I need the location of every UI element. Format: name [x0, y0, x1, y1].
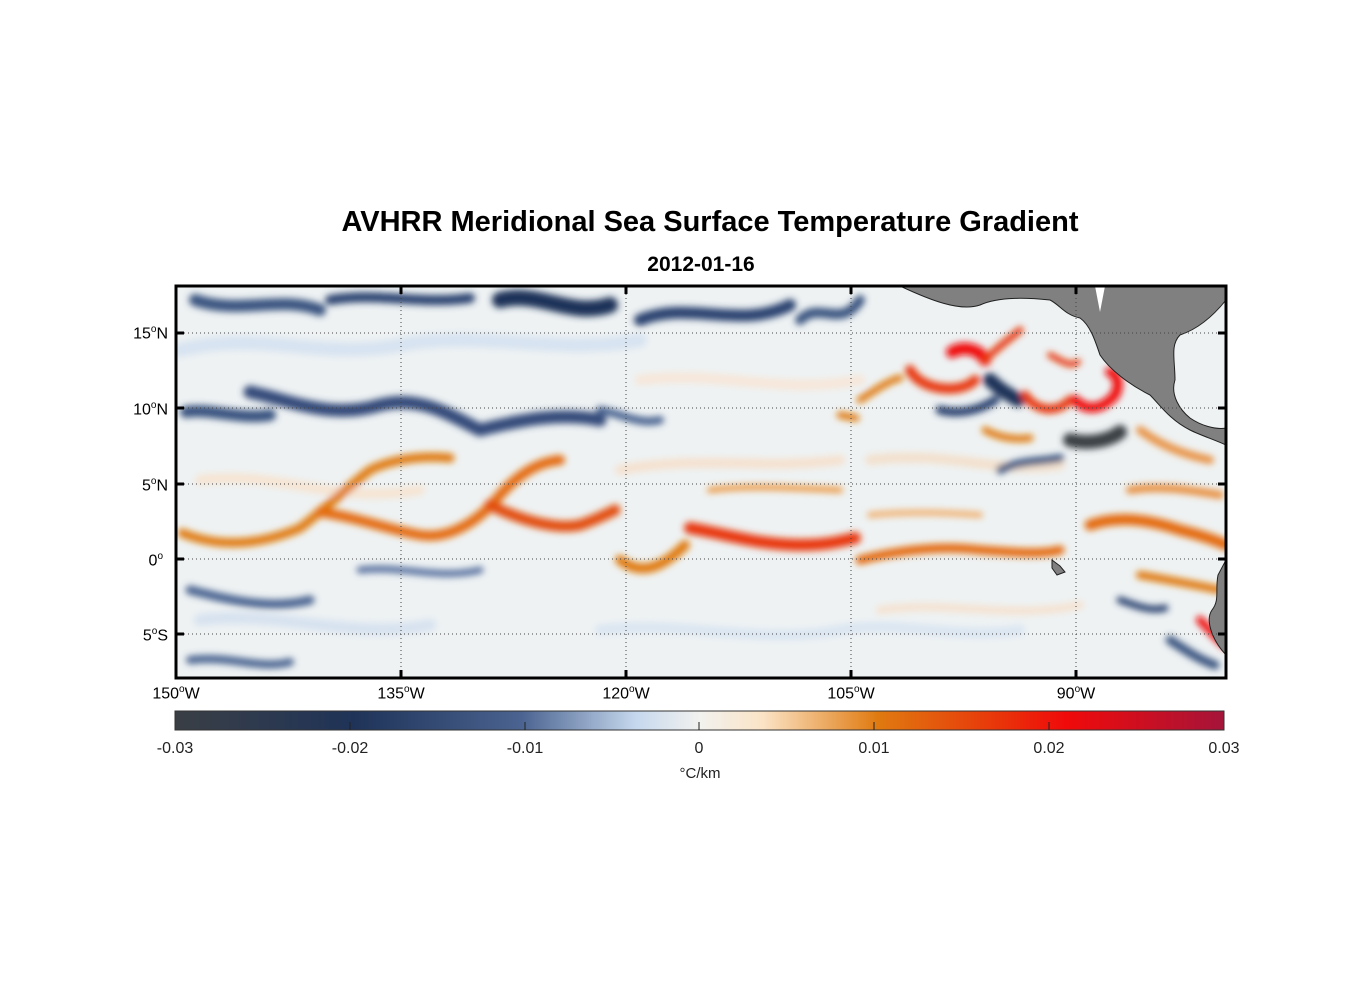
colorbar-tick-label: 0.03	[1208, 740, 1240, 757]
colorbar-unit: °C/km	[679, 765, 721, 782]
lat-label-5s: 5oS	[142, 626, 168, 645]
gradient-field	[176, 286, 1226, 670]
colorbar-tick-label: -0.01	[506, 740, 544, 757]
map-date: 2012-01-16	[647, 253, 755, 276]
colorbar-tick-label: 0	[694, 740, 704, 757]
lon-label-120w: 120oW	[602, 684, 650, 703]
map-frame	[174, 284, 1228, 680]
lon-label-105w: 105oW	[827, 684, 875, 703]
colorbar-tick-label: -0.03	[156, 740, 194, 757]
colorbar-tick-label: 0.02	[1033, 740, 1065, 757]
land-south-america	[1208, 559, 1226, 656]
land-central-america	[899, 286, 1226, 446]
colorbar-tick-label: -0.02	[331, 740, 369, 757]
map-title: AVHRR Meridional Sea Surface Temperature…	[341, 206, 1079, 238]
lat-label-15n: 15oN	[133, 324, 168, 343]
land-galapagos	[1051, 559, 1066, 576]
lat-label-10n: 10oN	[133, 400, 168, 419]
lat-label-0: 0o	[148, 551, 163, 570]
lon-label-90w: 90oW	[1056, 684, 1096, 703]
frame-ticks	[176, 286, 1226, 678]
lon-label-135w: 135oW	[377, 684, 425, 703]
graticule	[176, 286, 1226, 678]
colorbar-tick-label: 0.01	[858, 740, 890, 757]
colorbar-ticks	[349, 722, 1050, 730]
lat-label-5n: 5oN	[141, 476, 168, 495]
lon-label-150w: 150oW	[152, 684, 200, 703]
